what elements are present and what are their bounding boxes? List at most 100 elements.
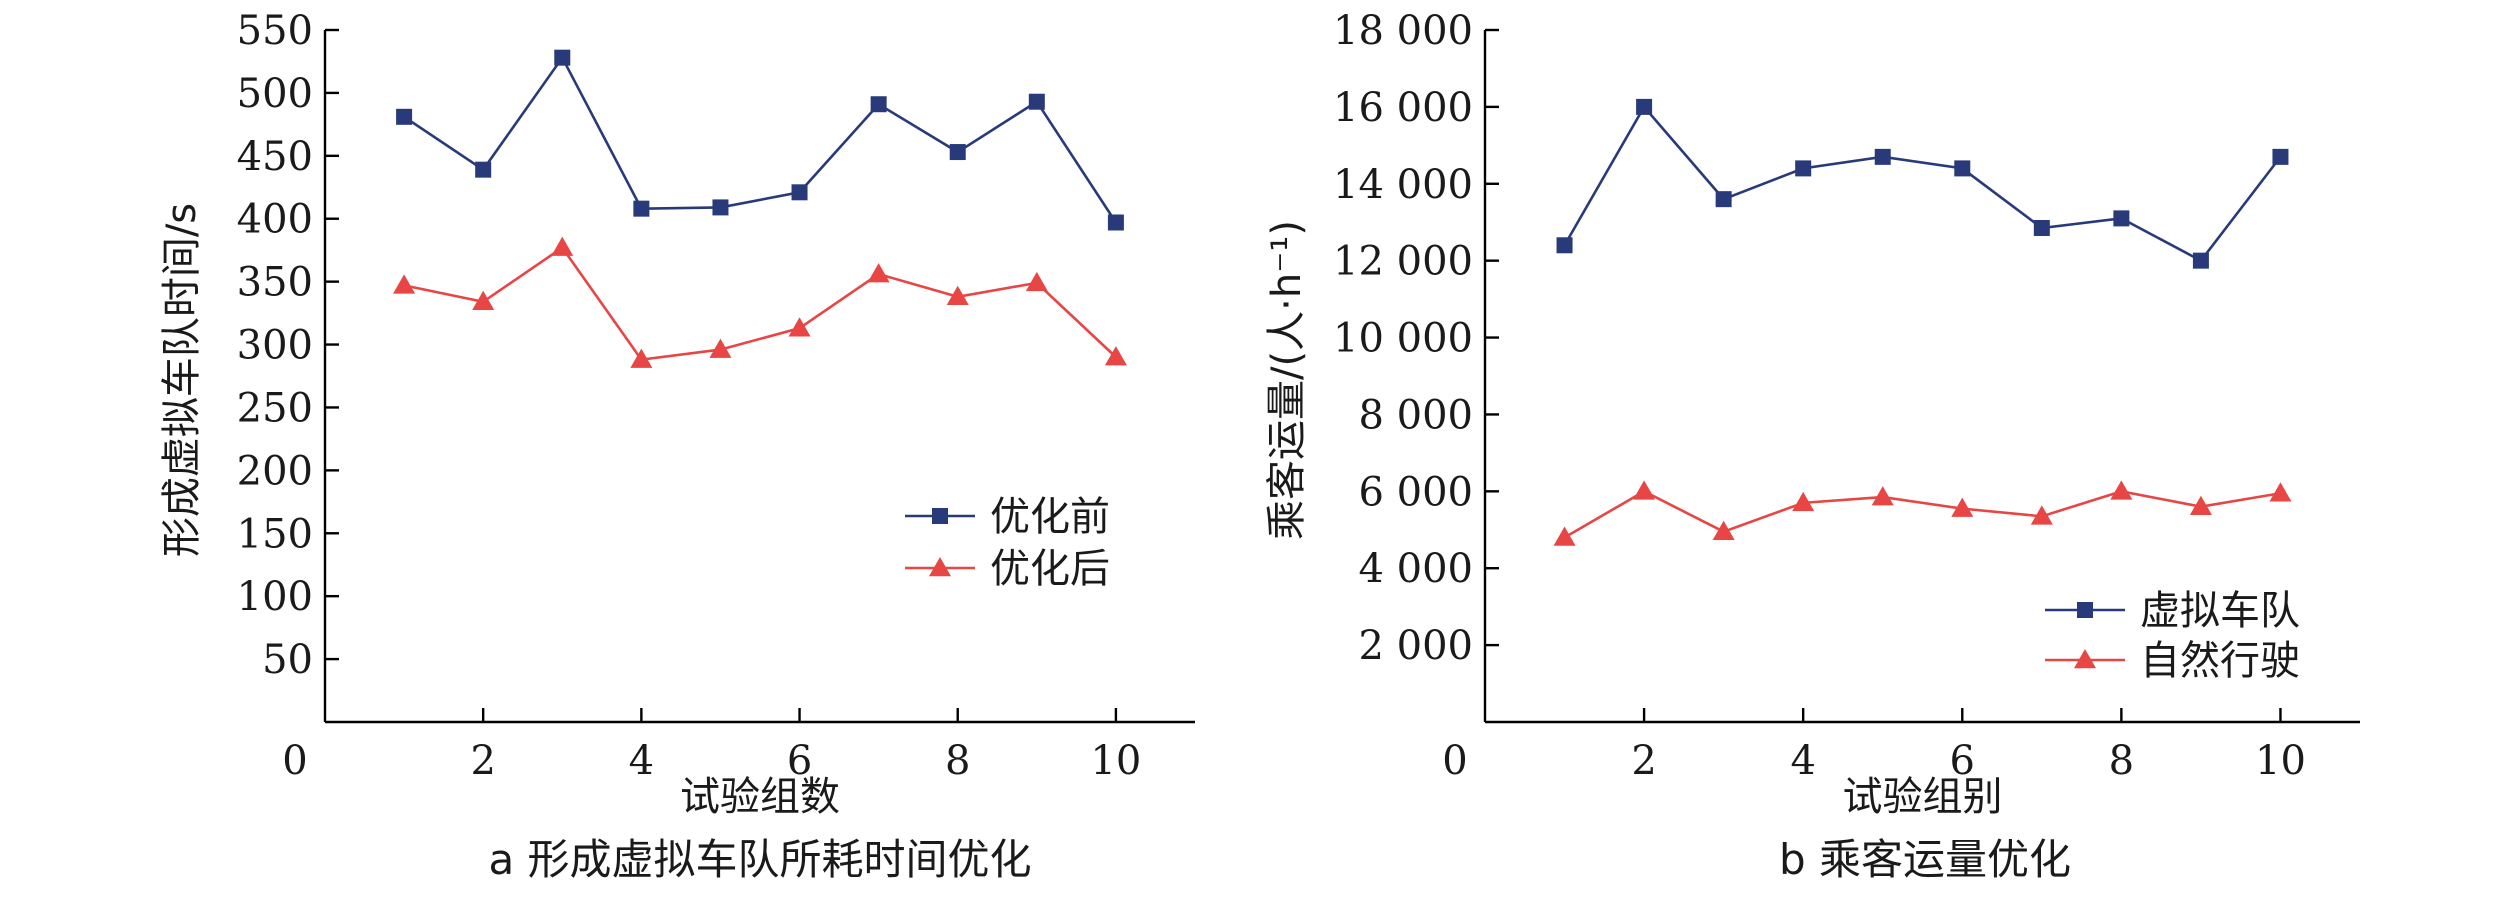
- y-tick-label: 150: [237, 511, 313, 557]
- series-2: [1553, 480, 2292, 546]
- chart-b-passenger-volume: 2 000 4 000 6 000 8 000 10 000 12 000 14 000 16…: [1264, 8, 2360, 884]
- y-axis-label: 形成虚拟车队时间/s: [159, 203, 205, 557]
- y-tick-label: 6 000: [1358, 469, 1473, 515]
- data-point: [2030, 505, 2053, 525]
- x-axis-label: 试验组别: [1843, 774, 2003, 820]
- legend-label: 自然行驶: [2140, 638, 2300, 684]
- legend-entry: 优化前: [905, 494, 1110, 540]
- y-tick-label: 50: [262, 637, 313, 683]
- chart-a-time-optimization: 50 100 150 200 250 300 350 400 450 500 550 0 2 4 6 8 10 试…: [159, 8, 1195, 884]
- legend-entry: 虚拟车队: [2045, 588, 2300, 634]
- y-axis-label: 乘客运量/(人·h⁻¹): [1264, 220, 1310, 540]
- data-point: [2272, 148, 2289, 165]
- legend-marker: [932, 508, 948, 524]
- legend-entry: 优化后: [905, 546, 1110, 592]
- data-point: [2110, 480, 2133, 500]
- data-point: [551, 236, 574, 256]
- data-point: [2033, 219, 2050, 236]
- x-axis-label: 试验组数: [680, 774, 840, 820]
- legend-entry: 自然行驶: [2045, 638, 2300, 684]
- data-point: [1025, 271, 1048, 292]
- legend-marker: [2077, 602, 2093, 618]
- y-tick-label: 100: [237, 574, 313, 620]
- y-tick-label: 400: [237, 197, 313, 243]
- legend-marker: [929, 557, 951, 577]
- y-tick-label: 550: [237, 8, 313, 54]
- data-point: [554, 49, 571, 66]
- data-point: [1553, 526, 1576, 546]
- data-point: [1871, 486, 1894, 506]
- data-point: [1951, 497, 1974, 517]
- x-tick-label: 10: [1090, 738, 1141, 784]
- y-tick-label: 200: [237, 448, 313, 494]
- y-tick-label: 300: [237, 323, 313, 369]
- series-2: [393, 236, 1127, 368]
- series-line: [1563, 489, 2281, 539]
- series-line: [1563, 104, 2282, 263]
- data-point: [1107, 214, 1124, 231]
- y-tick-label: 8 000: [1358, 392, 1473, 438]
- x-tick-label: 2: [470, 738, 495, 784]
- data-point: [2189, 495, 2212, 515]
- data-point: [712, 199, 729, 216]
- chart-caption: a 形成虚拟车队所耗时间优化: [488, 835, 1031, 884]
- data-point: [709, 338, 732, 358]
- data-point: [1874, 148, 1891, 165]
- data-point: [1104, 346, 1127, 366]
- data-point: [867, 263, 890, 283]
- data-point: [2269, 482, 2292, 502]
- series-1: [396, 49, 1124, 231]
- y-tick-label: 350: [237, 260, 313, 306]
- chart-caption: b 乘客运量优化: [1779, 835, 2071, 884]
- data-point: [633, 200, 650, 217]
- legend-label: 虚拟车队: [2140, 588, 2300, 634]
- y-tick-label: 450: [237, 134, 313, 180]
- y-tick-label: 4 000: [1358, 546, 1473, 592]
- data-point: [1715, 191, 1732, 208]
- data-point: [396, 108, 413, 125]
- data-point: [949, 144, 966, 161]
- data-point: [472, 290, 495, 311]
- x-tick-label: 8: [945, 738, 970, 784]
- data-point: [475, 161, 492, 178]
- data-point: [788, 317, 811, 337]
- series-line: [403, 55, 1117, 224]
- x-tick-label: 4: [629, 738, 654, 784]
- x-tick-label: 6: [1950, 738, 1975, 784]
- data-point: [630, 348, 653, 368]
- data-point: [2113, 210, 2130, 227]
- legend-marker: [2074, 649, 2096, 669]
- data-point: [393, 274, 416, 294]
- x-tick-label: 4: [1790, 738, 1815, 784]
- x-tick-label: 8: [2109, 738, 2134, 784]
- data-point: [1633, 480, 1656, 500]
- y-tick-label: 14 000: [1333, 162, 1473, 208]
- y-tick-label: 2 000: [1358, 623, 1473, 669]
- y-tick-label: 250: [237, 385, 313, 431]
- x-tick-label: 10: [2255, 738, 2306, 784]
- x-tick-label: 2: [1631, 738, 1656, 784]
- data-point: [1712, 520, 1735, 540]
- data-point: [1636, 98, 1653, 115]
- data-point: [1028, 93, 1045, 110]
- data-point: [2192, 252, 2209, 269]
- data-point: [791, 184, 808, 201]
- x-tick-label: 0: [1442, 738, 1467, 784]
- legend-label: 优化前: [990, 494, 1110, 540]
- series-line: [403, 245, 1117, 362]
- data-point: [1795, 160, 1812, 177]
- data-point: [1556, 237, 1573, 254]
- data-point: [946, 285, 969, 305]
- y-tick-label: 500: [237, 71, 313, 117]
- y-tick-label: 10 000: [1333, 316, 1473, 362]
- legend-label: 优化后: [990, 546, 1110, 592]
- x-tick-label: 6: [787, 738, 812, 784]
- data-point: [1954, 160, 1971, 177]
- y-tick-label: 16 000: [1333, 85, 1473, 131]
- x-tick-label: 0: [282, 738, 307, 784]
- data-point: [1792, 491, 1815, 512]
- y-tick-label: 12 000: [1333, 239, 1473, 285]
- data-point: [870, 96, 887, 113]
- series-1: [1556, 98, 2289, 269]
